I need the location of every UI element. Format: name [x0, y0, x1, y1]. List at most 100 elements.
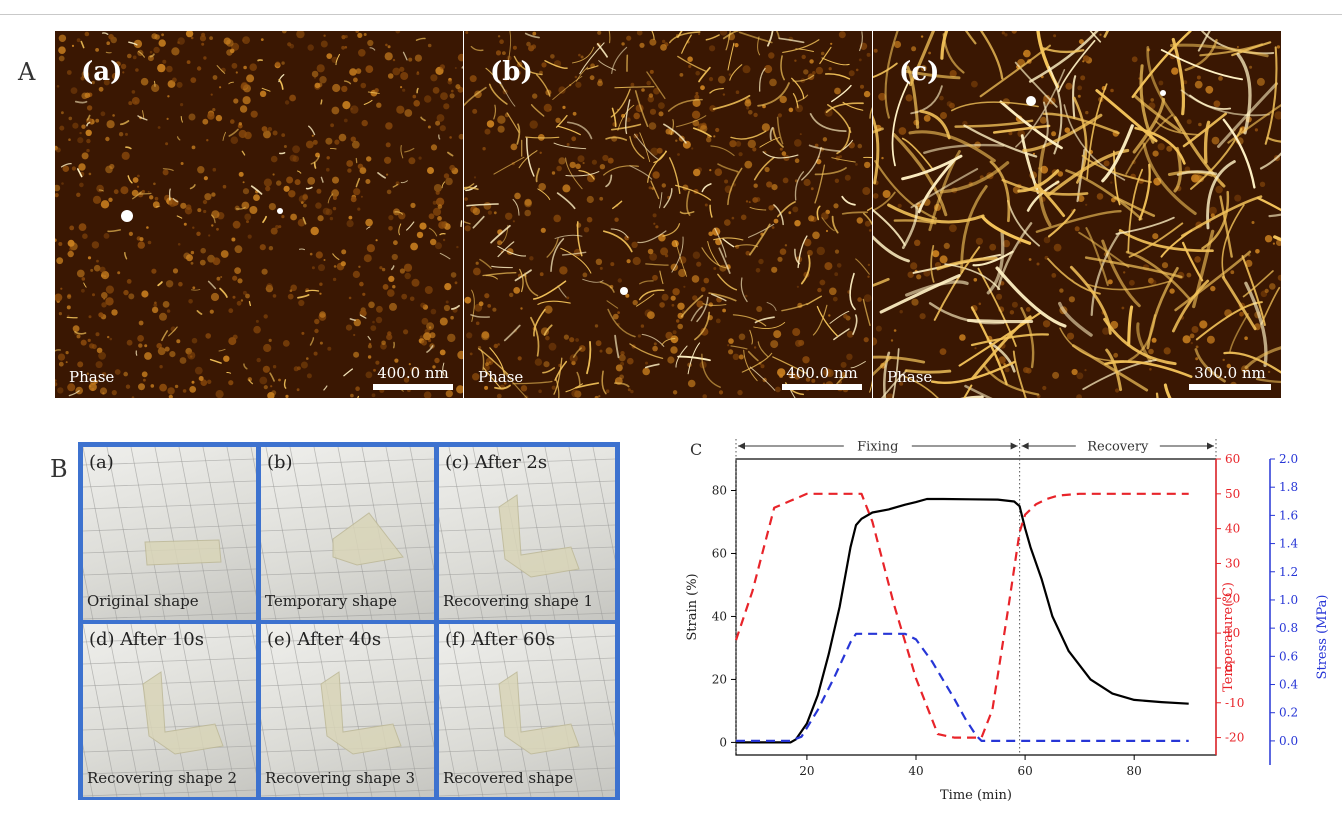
- afm-grain: [646, 81, 651, 86]
- afm-grain: [96, 260, 99, 263]
- afm-grain: [1196, 346, 1199, 349]
- afm-grain: [639, 43, 644, 48]
- afm-grain: [449, 136, 452, 139]
- afm-grain: [351, 196, 357, 202]
- afm-grain: [368, 355, 371, 358]
- afm-grain: [1265, 235, 1272, 242]
- afm-grain: [448, 80, 453, 85]
- afm-grain: [307, 177, 315, 185]
- afm-grain: [849, 70, 855, 76]
- afm-grain: [862, 187, 870, 195]
- afm-grain: [1199, 320, 1207, 328]
- afm-grain: [324, 259, 326, 261]
- afm-grain: [1195, 81, 1203, 89]
- afm-grain: [693, 252, 700, 259]
- afm-grain: [59, 312, 62, 315]
- afm-grain: [1052, 372, 1059, 379]
- afm-grain: [72, 166, 76, 170]
- afm-grain: [649, 186, 652, 189]
- strain-tick-label: 40: [712, 609, 727, 623]
- afm-grain: [188, 299, 193, 304]
- afm-grain: [306, 357, 309, 360]
- afm-grain: [141, 78, 149, 86]
- afm-grain: [543, 361, 549, 367]
- afm-grain: [98, 312, 103, 317]
- temperature-tick-label: -10: [1225, 696, 1244, 710]
- afm-grain: [149, 195, 153, 199]
- afm-grain: [652, 275, 658, 281]
- afm-grain: [92, 241, 99, 248]
- afm-grain: [447, 334, 455, 342]
- afm-grain: [570, 162, 576, 168]
- afm-grain: [135, 68, 139, 72]
- afm-grain: [1012, 302, 1018, 308]
- afm-grain: [1158, 143, 1165, 150]
- strain-tick-label: 0: [719, 735, 727, 749]
- afm-grain: [325, 138, 332, 145]
- afm-grain: [1149, 368, 1152, 371]
- afm-grain: [107, 120, 115, 128]
- afm-fibril: [417, 89, 418, 93]
- afm-grain: [596, 259, 602, 265]
- afm-grain: [496, 50, 501, 55]
- afm-grain: [128, 101, 132, 105]
- afm-grain: [233, 98, 238, 103]
- afm-grain: [1171, 67, 1178, 74]
- afm-grain: [631, 83, 635, 87]
- afm-grain: [370, 325, 376, 331]
- afm-grain: [76, 193, 80, 197]
- afm-grain: [833, 203, 838, 208]
- afm-grain: [428, 44, 432, 48]
- afm-grain: [197, 166, 204, 173]
- photo-temporary-shape: (b) Temporary shape: [261, 447, 434, 620]
- afm-grain: [621, 42, 624, 45]
- afm-grain: [766, 181, 772, 187]
- afm-grain: [341, 86, 347, 92]
- afm-grain: [264, 385, 268, 389]
- film-sample: [499, 495, 579, 577]
- afm-image-a: (a) Phase 400.0 nm: [55, 31, 463, 398]
- afm-grain: [647, 311, 655, 319]
- scale-bar-line: [1189, 384, 1271, 390]
- afm-grain: [677, 153, 680, 156]
- afm-grain: [431, 144, 437, 150]
- afm-grain: [334, 140, 339, 145]
- afm-grain: [575, 76, 578, 79]
- afm-grain: [350, 105, 358, 113]
- afm-grain: [867, 276, 869, 278]
- afm-grain: [205, 333, 211, 339]
- strain-tick-label: 60: [712, 546, 727, 560]
- afm-grain: [159, 313, 167, 321]
- photo-label: (e) After 40s: [267, 629, 381, 650]
- afm-grain: [530, 120, 538, 128]
- afm-grain: [752, 147, 756, 151]
- afm-grain: [393, 59, 395, 61]
- afm-grain: [404, 109, 412, 117]
- stress-series-line: [736, 634, 1189, 741]
- afm-grain: [552, 171, 555, 174]
- afm-grain: [1153, 151, 1159, 157]
- afm-grain: [161, 33, 164, 36]
- afm-grain: [671, 264, 678, 271]
- afm-grain: [1269, 283, 1276, 290]
- afm-grain: [290, 214, 297, 221]
- afm-grain: [346, 325, 352, 331]
- afm-grain: [127, 54, 132, 59]
- afm-grain: [384, 157, 391, 164]
- afm-grain: [1195, 357, 1198, 360]
- afm-grain: [237, 278, 242, 283]
- afm-grain: [141, 290, 148, 297]
- afm-grain: [177, 41, 180, 44]
- afm-grain: [465, 31, 468, 34]
- panel-letter-b: B: [50, 455, 68, 483]
- afm-grain: [167, 309, 170, 312]
- afm-grain: [774, 219, 779, 224]
- afm-grain: [596, 340, 602, 346]
- afm-grain: [392, 285, 395, 288]
- afm-grain: [728, 338, 734, 344]
- afm-grain: [68, 251, 74, 257]
- afm-grain: [333, 196, 337, 200]
- afm-grain: [1218, 76, 1223, 81]
- afm-grain: [183, 389, 187, 393]
- afm-grain: [451, 272, 457, 278]
